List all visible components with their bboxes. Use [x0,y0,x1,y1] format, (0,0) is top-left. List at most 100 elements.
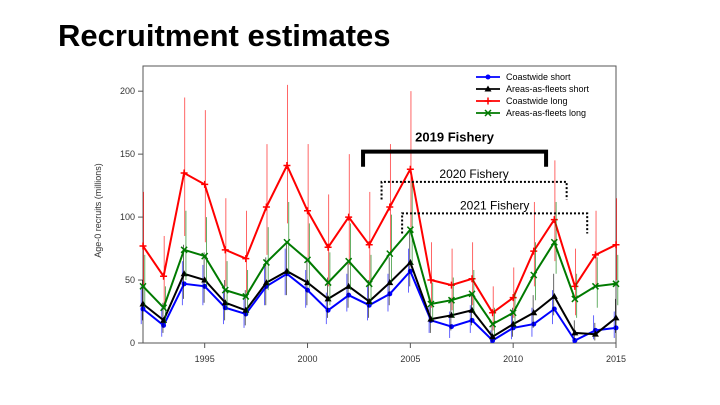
data-point [407,268,413,274]
data-point [612,241,620,249]
data-point [222,305,228,311]
data-point [447,296,456,304]
data-point [386,279,394,286]
y-tick-label: 50 [125,275,135,285]
data-point [550,216,558,224]
data-point [550,238,558,246]
data-point [324,243,332,251]
data-point [612,280,620,288]
data-point [591,330,599,337]
data-point [304,207,312,215]
data-point [447,281,455,289]
slide-title: Recruitment estimates [58,18,391,53]
y-tick-label: 200 [120,86,135,96]
data-point [591,282,599,290]
data-point [386,203,394,211]
data-point [468,306,476,313]
data-point [365,280,373,288]
plot-frame [142,65,617,344]
data-point [365,241,373,249]
data-point [510,325,516,331]
legend-label: Coastwide long [506,96,568,106]
data-point [345,257,353,265]
data-point [139,282,147,290]
data-point [509,294,517,302]
data-point [181,281,187,287]
data-point [345,213,353,221]
series-line [142,163,617,315]
data-point [406,258,414,265]
data-point [530,271,538,279]
annotation-layer: 2019 Fishery 2020 Fishery 2021 Fishery [361,130,589,234]
legend-label: Areas-as-fleets short [506,84,590,94]
data-point [469,317,475,323]
annotation-label: 2020 Fishery [439,167,508,181]
data-point [427,276,435,284]
data-point [551,306,557,312]
data-point [591,251,599,259]
data-point [571,295,579,303]
series-coastwide-short [140,248,619,343]
series-line [142,269,617,342]
x-axis: 1995 2000 2005 2010 2015 [195,343,626,364]
data-point [283,238,291,246]
data-point [324,279,332,287]
legend-marker [484,85,492,92]
data-point [202,283,208,289]
dotted-bracket [380,180,568,200]
x-tick-label: 2015 [606,354,626,364]
data-point [139,242,147,250]
x-tick-label: 2000 [298,354,318,364]
data-point [427,300,435,308]
y-tick-label: 150 [120,149,135,159]
data-point [489,333,497,340]
data-point [448,324,454,330]
data-point [489,320,497,328]
data-point [160,304,168,312]
series-layer [139,84,620,343]
legend-label: Coastwide short [506,72,571,82]
data-point [550,292,558,299]
data-point [243,311,249,317]
data-point [345,282,353,289]
data-point [180,169,188,177]
data-point [490,337,496,343]
data-point [406,226,414,234]
y-tick-label: 100 [120,212,135,222]
legend-marker [485,74,491,80]
data-point [242,255,250,263]
series-line [142,227,617,326]
data-point [530,247,538,255]
data-point [346,292,352,298]
data-point [592,327,598,333]
y-axis: 0 50 100 150 200 [120,86,143,348]
data-point [140,306,146,312]
data-point [283,161,291,169]
data-point [406,165,414,173]
data-point [571,329,579,336]
series-line [142,260,617,339]
series-areas-as-fleets-long [139,181,620,336]
x-tick-label: 1995 [195,354,215,364]
data-point [180,246,188,254]
series-areas-as-fleets-short [139,232,620,342]
plot-border [142,65,617,344]
annotation-label: 2019 Fishery [415,130,495,145]
data-point [387,291,393,297]
data-point [468,275,476,283]
x-tick-label: 2010 [503,354,523,364]
data-point [201,252,209,260]
data-point [468,290,476,298]
data-point [242,292,250,300]
data-point [489,309,497,317]
data-point [221,286,229,294]
y-axis-title: Age-0 recruits (millions) [93,163,103,258]
data-point [262,203,270,211]
data-point [305,287,311,293]
data-point [160,272,168,280]
annotation-label: 2021 Fishery [460,198,529,212]
legend-marker [484,109,492,117]
data-point [161,322,167,328]
data-point [509,309,517,317]
